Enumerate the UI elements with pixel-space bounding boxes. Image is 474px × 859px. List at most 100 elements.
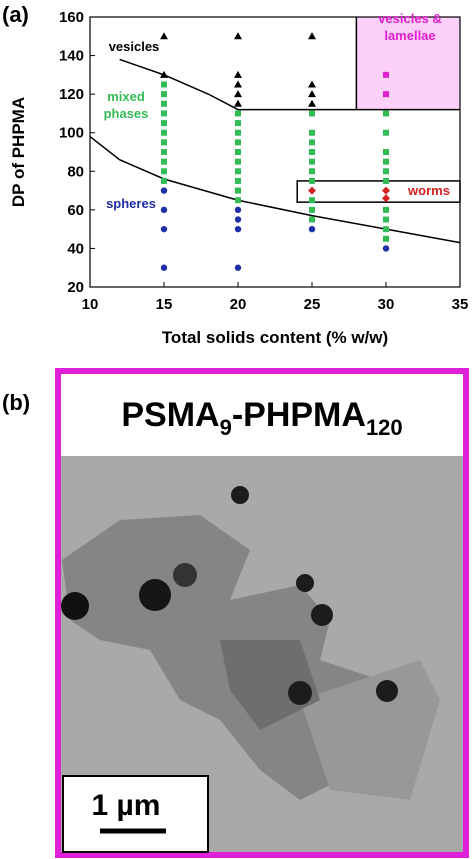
y-tick-label: 80 (67, 163, 84, 180)
point (383, 177, 389, 184)
point (309, 158, 315, 165)
point (160, 32, 168, 40)
image-title: PSMA9-PHPMA120 (121, 396, 402, 440)
point (235, 120, 241, 127)
point (160, 206, 168, 214)
x-tick-label: 10 (82, 296, 99, 313)
x-tick-label: 25 (304, 296, 321, 313)
point (308, 99, 316, 107)
point (309, 197, 315, 204)
point (161, 168, 167, 175)
point (161, 158, 167, 165)
scale-box (62, 775, 209, 853)
point (234, 70, 242, 78)
x-tick-label: 35 (452, 296, 469, 313)
x-axis-label: Total solids content (% w/w) (162, 328, 388, 347)
point (161, 120, 167, 127)
point (234, 99, 242, 107)
point (308, 80, 316, 88)
series-label: mixed phases (103, 89, 149, 121)
point (383, 206, 389, 213)
point (383, 149, 389, 155)
scale-bar-label: 1 µm (92, 789, 161, 822)
series-label: vesicles & lamellae (378, 11, 442, 43)
particle (311, 604, 333, 626)
particle (288, 681, 312, 705)
point (308, 32, 316, 40)
point (161, 139, 167, 146)
point (234, 225, 242, 233)
point (234, 32, 242, 40)
point (234, 90, 242, 98)
point (161, 81, 167, 88)
point (383, 129, 389, 136)
point (383, 158, 389, 165)
point (382, 245, 390, 252)
point (383, 91, 389, 98)
point (235, 129, 241, 136)
particle (173, 563, 197, 587)
plot-frame (89, 16, 461, 288)
point (161, 110, 167, 117)
aggregate (300, 660, 440, 800)
x-tick-label: 15 (156, 296, 173, 313)
tem-image: PSMA9-PHPMA120 1 µm (55, 368, 469, 858)
point (160, 264, 168, 271)
point (382, 186, 390, 195)
point (235, 197, 241, 204)
y-tick-label: 100 (59, 125, 84, 142)
point (235, 110, 241, 117)
point (161, 177, 167, 184)
particle (61, 592, 89, 620)
y-tick-label: 120 (59, 86, 84, 103)
point (234, 264, 242, 271)
particle (296, 574, 314, 592)
point (235, 177, 241, 184)
title-part: 120 (366, 415, 403, 440)
x-tick-label: 20 (230, 296, 247, 313)
title-part: 9 (220, 415, 232, 440)
title-box (61, 374, 463, 456)
point (383, 235, 389, 242)
panel-label: (a) (2, 2, 29, 27)
aggregate (220, 640, 320, 730)
point (309, 149, 315, 155)
point (161, 91, 167, 98)
point (308, 186, 316, 195)
point (234, 206, 242, 214)
point (309, 139, 315, 146)
point (161, 149, 167, 155)
point (309, 206, 315, 213)
y-tick-label: 140 (59, 48, 84, 65)
point (235, 139, 241, 146)
plot: 10 15 20 25 30 35 20 40 60 80 100 120 140 160 (59, 9, 468, 313)
y-tick-label: 20 (67, 279, 84, 296)
particle (376, 680, 398, 702)
point (160, 225, 168, 233)
series-label: worms (408, 183, 450, 198)
y-axis-label: DP of PHPMA (9, 97, 28, 207)
point (234, 80, 242, 88)
y-tick-label: 60 (67, 202, 84, 219)
title-part: -PHPMA (232, 396, 366, 434)
point (309, 177, 315, 184)
point (382, 194, 390, 203)
point (235, 158, 241, 165)
y-tick-label: 40 (67, 240, 84, 257)
particle (139, 579, 171, 611)
panel-label: (b) (2, 390, 30, 415)
point (234, 216, 242, 223)
point (309, 168, 315, 175)
point (383, 110, 389, 117)
point (309, 110, 315, 117)
phase-boundary (119, 58, 460, 111)
point (161, 100, 167, 107)
series-label: vesicles (108, 39, 160, 54)
point (235, 149, 241, 155)
x-tick-label: 30 (378, 296, 395, 313)
point (309, 129, 315, 136)
point (161, 129, 167, 136)
point (308, 225, 316, 233)
